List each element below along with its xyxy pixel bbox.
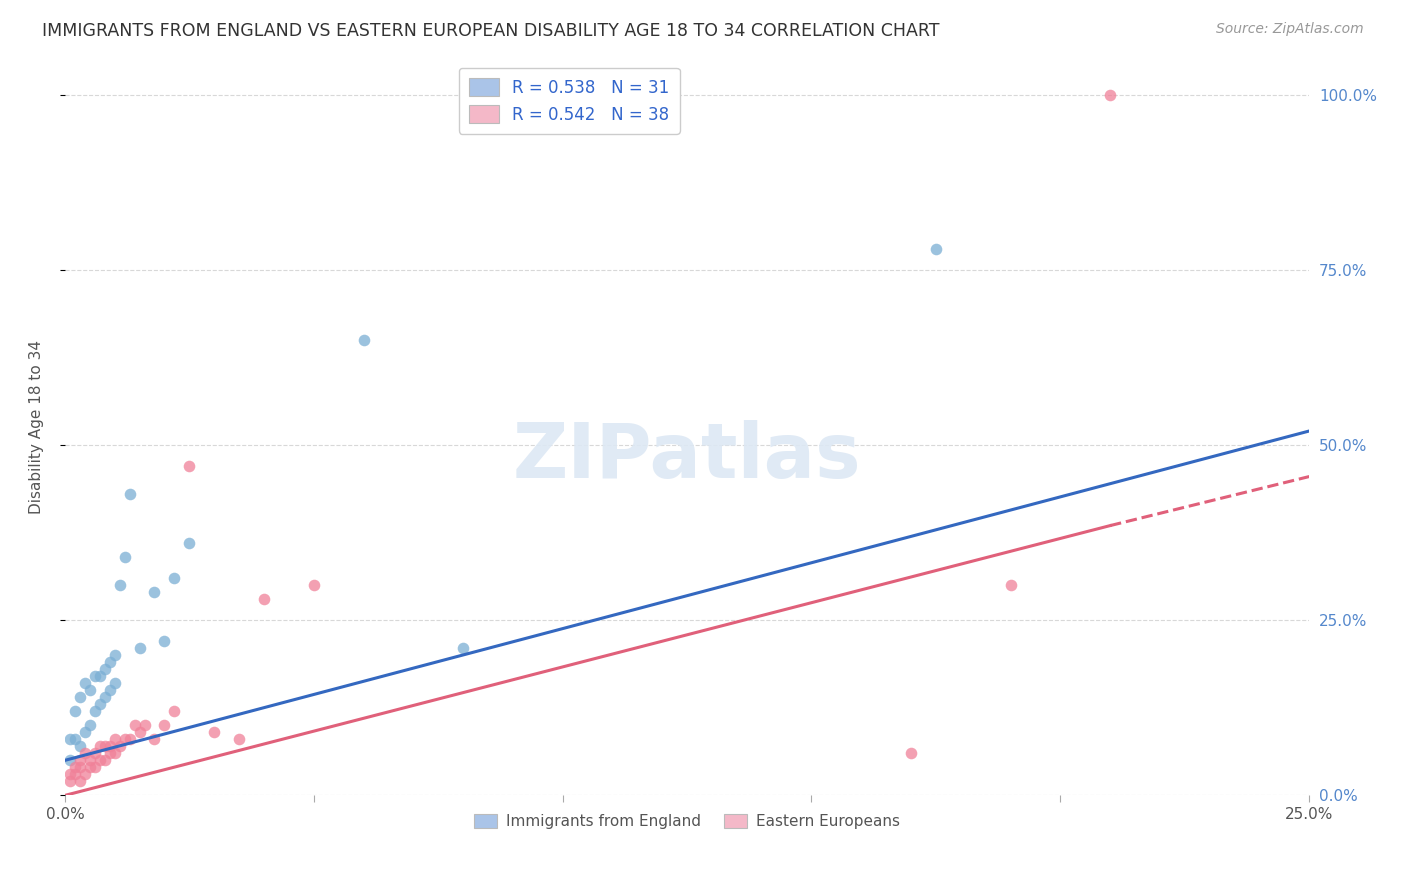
Y-axis label: Disability Age 18 to 34: Disability Age 18 to 34 <box>30 341 44 515</box>
Point <box>179 536 201 550</box>
Point <box>79 683 101 698</box>
Point <box>163 704 186 718</box>
Point <box>124 718 146 732</box>
Point <box>98 655 121 669</box>
Point <box>89 669 111 683</box>
Point <box>79 760 101 774</box>
Point <box>104 747 127 761</box>
Point <box>73 725 96 739</box>
Point <box>83 760 105 774</box>
Text: IMMIGRANTS FROM ENGLAND VS EASTERN EUROPEAN DISABILITY AGE 18 TO 34 CORRELATION : IMMIGRANTS FROM ENGLAND VS EASTERN EUROP… <box>42 22 939 40</box>
Point <box>69 690 91 705</box>
Point <box>1000 578 1022 592</box>
Point <box>73 747 96 761</box>
Point <box>63 767 86 781</box>
Text: ZIPatlas: ZIPatlas <box>513 420 862 494</box>
Point <box>104 676 127 690</box>
Point <box>93 690 115 705</box>
Point <box>83 747 105 761</box>
Point <box>353 333 375 347</box>
Point <box>89 739 111 754</box>
Point <box>63 732 86 747</box>
Point <box>104 732 127 747</box>
Point <box>153 718 176 732</box>
Point <box>69 760 91 774</box>
Point <box>63 704 86 718</box>
Point <box>59 732 82 747</box>
Point <box>83 704 105 718</box>
Point <box>925 242 948 256</box>
Point <box>143 732 166 747</box>
Point <box>451 641 474 656</box>
Point <box>108 578 131 592</box>
Point <box>128 641 150 656</box>
Point <box>89 753 111 767</box>
Point <box>93 739 115 754</box>
Point <box>59 753 82 767</box>
Point <box>134 718 156 732</box>
Point <box>143 585 166 599</box>
Point <box>93 753 115 767</box>
Point <box>59 774 82 789</box>
Point <box>253 592 276 607</box>
Point <box>228 732 250 747</box>
Point <box>93 662 115 676</box>
Point <box>104 648 127 663</box>
Point <box>118 732 141 747</box>
Point <box>114 732 136 747</box>
Point <box>302 578 325 592</box>
Point <box>153 634 176 648</box>
Point <box>59 767 82 781</box>
Point <box>69 739 91 754</box>
Point <box>900 747 922 761</box>
Point <box>1099 87 1122 102</box>
Point <box>98 739 121 754</box>
Point <box>83 669 105 683</box>
Point <box>163 571 186 585</box>
Point <box>98 683 121 698</box>
Point <box>98 747 121 761</box>
Point <box>69 774 91 789</box>
Point <box>69 753 91 767</box>
Legend: Immigrants from England, Eastern Europeans: Immigrants from England, Eastern Europea… <box>468 808 907 836</box>
Point <box>73 767 96 781</box>
Point <box>89 698 111 712</box>
Point <box>202 725 225 739</box>
Point <box>118 487 141 501</box>
Point <box>73 676 96 690</box>
Point <box>63 760 86 774</box>
Point <box>128 725 150 739</box>
Point <box>79 718 101 732</box>
Point <box>108 739 131 754</box>
Text: Source: ZipAtlas.com: Source: ZipAtlas.com <box>1216 22 1364 37</box>
Point <box>179 458 201 473</box>
Point <box>79 753 101 767</box>
Point <box>114 550 136 565</box>
